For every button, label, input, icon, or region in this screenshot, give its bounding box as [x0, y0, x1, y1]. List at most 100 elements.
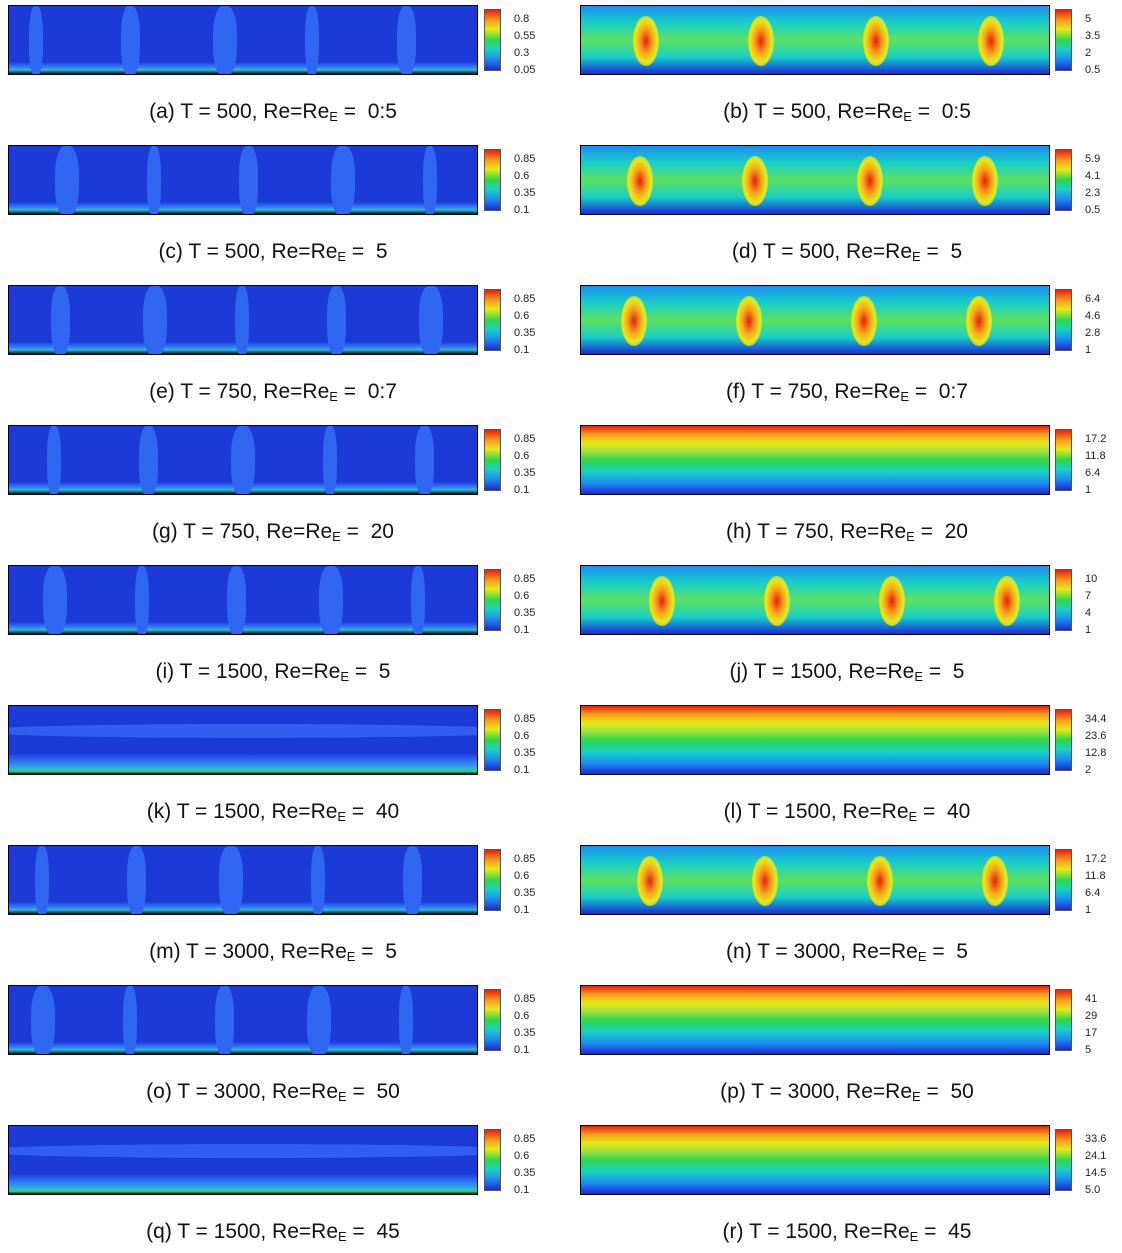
colorbar-label: 0.85 [514, 993, 536, 1005]
colorbar-label: 0.1 [514, 204, 530, 216]
vortex [627, 156, 653, 206]
colorbar-label: 1 [1085, 904, 1092, 916]
contour-plot [580, 705, 1050, 775]
colorbar-label: 0.35 [514, 887, 536, 899]
caption: (g) T = 750, Re=ReE = 20 [0, 520, 553, 544]
colorbar-label: 2 [1085, 764, 1092, 776]
caption: (c) T = 500, Re=ReE = 5 [0, 240, 553, 264]
caption: (j) T = 1500, Re=ReE = 5 [567, 660, 1122, 684]
colorbar-label: 2 [1085, 47, 1092, 59]
caption-value: = 40 [346, 800, 400, 823]
plume [123, 986, 137, 1054]
colorbar-label: 0.85 [514, 573, 536, 585]
caption-subscript: E [914, 669, 924, 684]
colorbar-label: 41 [1085, 993, 1098, 1005]
colorbar-label: 24.1 [1085, 1150, 1107, 1162]
colorbar [484, 709, 501, 771]
plume [219, 846, 243, 914]
colorbar-label: 10 [1085, 573, 1098, 585]
caption-subscript: E [337, 809, 347, 824]
colorbar-label: 0.1 [514, 1184, 530, 1196]
colorbar [484, 149, 501, 211]
colorbar-label: 0.85 [514, 153, 536, 165]
colorbar-label: 0.6 [514, 310, 530, 322]
colorbar-label: 5.0 [1085, 1184, 1101, 1196]
caption-value: = 50 [920, 1080, 974, 1103]
colorbar-label: 0.85 [514, 713, 536, 725]
caption-text: (l) T = 1500, Re=Re [723, 800, 909, 823]
colorbar [1055, 1129, 1072, 1191]
plume [231, 426, 255, 494]
contour-plot [8, 425, 478, 495]
contour-plot [580, 845, 1050, 915]
colorbar-label: 1 [1085, 624, 1092, 636]
caption: (p) T = 3000, Re=ReE = 50 [567, 1080, 1122, 1104]
colorbar [1055, 989, 1072, 1051]
colorbar-label: 5 [1085, 13, 1092, 25]
colorbar [1055, 149, 1072, 211]
colorbar-label: 7 [1085, 590, 1092, 602]
contour-plot [8, 145, 478, 215]
colorbar-label: 4.6 [1085, 310, 1101, 322]
colorbar-label: 3.5 [1085, 30, 1101, 42]
contour-plot [580, 985, 1050, 1055]
colorbar-label: 2.3 [1085, 187, 1101, 199]
caption-value: = 45 [346, 1220, 400, 1243]
colorbar-label: 0.6 [514, 1150, 530, 1162]
colorbar-label: 0.35 [514, 747, 536, 759]
colorbar-label: 0.1 [514, 904, 530, 916]
colorbar [1055, 9, 1072, 71]
colorbar [1055, 429, 1072, 491]
caption: (d) T = 500, Re=ReE = 5 [567, 240, 1122, 264]
contour-plot [580, 1125, 1050, 1195]
colorbar-label: 0.1 [514, 484, 530, 496]
colorbar-label: 0.1 [514, 764, 530, 776]
colorbar-label: 0.1 [514, 624, 530, 636]
colorbar-label: 0.5 [1085, 204, 1101, 216]
colorbar-label: 17.2 [1085, 433, 1107, 445]
colorbar [484, 1129, 501, 1191]
plume [215, 986, 234, 1054]
vortex [748, 16, 774, 66]
caption: (r) T = 1500, Re=ReE = 45 [567, 1220, 1122, 1244]
plume [35, 846, 49, 914]
colorbar [484, 849, 501, 911]
colorbar-label: 0.1 [514, 1044, 530, 1056]
caption-value: = 5 [926, 940, 968, 963]
vortex [752, 856, 778, 906]
vortex [736, 296, 762, 346]
vortex [867, 856, 893, 906]
vortex [633, 16, 659, 66]
caption-value: = 0:7 [337, 380, 397, 403]
contour-plot [580, 565, 1050, 635]
colorbar-label: 0.35 [514, 467, 536, 479]
caption: (e) T = 750, Re=ReE = 0:7 [0, 380, 553, 404]
colorbar-label: 0.35 [514, 187, 536, 199]
colorbar [484, 289, 501, 351]
plume [411, 566, 425, 634]
caption-subscript: E [903, 109, 912, 124]
contour-plot [8, 285, 478, 355]
colorbar-label: 11.8 [1085, 450, 1106, 462]
caption-text: (i) T = 1500, Re=Re [155, 660, 341, 683]
caption: (m) T = 3000, Re=ReE = 5 [0, 940, 553, 964]
colorbar-label: 11.8 [1085, 870, 1106, 882]
caption-subscript: E [329, 109, 338, 124]
caption-text: (f) T = 750, Re=Re [726, 380, 901, 403]
plume [127, 846, 146, 914]
colorbar [1055, 849, 1072, 911]
plume [319, 566, 343, 634]
plume [397, 6, 416, 74]
caption-text: (o) T = 3000, Re=Re [146, 1080, 339, 1103]
plume [399, 986, 413, 1054]
caption-value: = 20 [914, 520, 968, 543]
caption-subscript: E [906, 529, 915, 544]
caption-value: = 5 [355, 940, 397, 963]
colorbar-label: 0.1 [514, 344, 530, 356]
caption-value: = 20 [340, 520, 394, 543]
colorbar-label: 0.5 [1085, 64, 1101, 76]
colorbar-label: 1 [1085, 484, 1092, 496]
caption-text: (d) T = 500, Re=Re [731, 240, 913, 263]
caption-subscript: E [909, 1229, 919, 1244]
